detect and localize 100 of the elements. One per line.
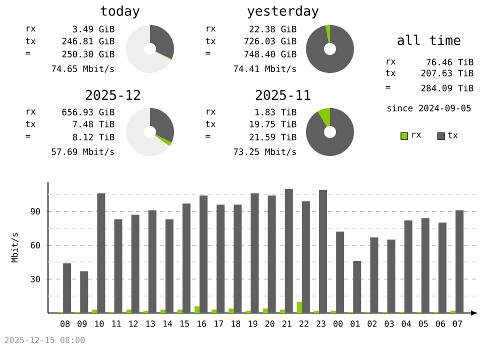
text: 284.09 TiB [421,84,474,92]
text: 76.46 TiB [426,58,474,66]
x-tick-label: 06 [436,320,445,327]
x-tick-label: 07 [453,320,462,327]
x-tick-label: 01 [350,320,360,327]
x-tick-label: 18 [232,320,240,327]
text: tx [386,70,396,76]
chart-title: 2025-11 [256,90,310,100]
y-tick-label: 60 [30,242,40,248]
bar [160,310,166,313]
bar [63,263,72,313]
x-tick-label: 14 [163,320,172,327]
bar [97,193,106,313]
x-tick-label: 20 [265,320,274,327]
bar [456,210,464,313]
bar [148,210,156,313]
bar [178,310,183,313]
text: 250.30 GiB [62,50,114,58]
text: 3.49 GiB [72,26,114,32]
y-tick-label: 30 [30,276,40,282]
y-tick-label: 90 [30,208,40,215]
bar [302,201,310,313]
x-tick-label: 23 [316,320,326,327]
legend-label: rx [412,132,422,138]
bar [126,310,132,313]
text: = [386,86,390,88]
x-tick-label: 05 [418,320,428,327]
bar [336,232,344,313]
x-tick-label: 21 [282,320,292,327]
bar [165,219,174,313]
text: 73.25 Mbit/s [234,148,296,156]
bar [182,203,191,313]
bar [353,261,362,313]
text: = [26,134,30,138]
x-tick-label: 11 [112,320,121,327]
text: 246.81 GiB [62,38,114,44]
bar [80,271,88,313]
x-tick-label: 02 [368,320,377,327]
bar [228,308,234,313]
bar [250,193,259,313]
x-tick-label: 03 [384,320,394,327]
text: 8.12 TiB [72,134,114,140]
x-tick-label: 13 [146,320,155,327]
bar [234,204,242,313]
text: 19.75 TiB [250,120,296,128]
legend-label: tx [448,132,458,138]
text: 2025-12-15 08:00 [4,336,85,344]
bar [114,219,122,313]
x-tick-label: 10 [95,320,104,327]
x-tick-label: 04 [402,320,411,327]
text: 22.38 GiB [250,26,296,32]
bar [280,310,285,313]
y-axis-title: Mbit/s [11,233,18,262]
bar [212,310,217,313]
bar [268,196,276,313]
bar [319,190,328,313]
x-tick-label: 08 [60,320,70,327]
bar [296,302,302,313]
text: rx [26,26,36,32]
text: tx [206,120,216,128]
text: = [26,52,30,54]
text: rx [206,26,216,32]
text: 1.83 TiB [255,108,296,116]
text: 74.41 Mbit/s [234,65,296,73]
text: 207.63 TiB [421,70,474,76]
bar [404,220,412,313]
bar [194,306,200,313]
bar [370,237,378,313]
text: tx [26,120,36,128]
x-tick-label: 19 [248,320,258,327]
bar [421,218,430,313]
text: rx [26,110,36,114]
x-tick-label: 15 [180,320,189,327]
text: = [206,52,210,54]
text: since 2024-09-05 [388,104,471,112]
text: tx [26,38,36,44]
chart-title: today [100,6,140,18]
text: 21.59 TiB [250,134,296,140]
bar [387,240,396,313]
bar [262,308,268,313]
x-tick-label: 09 [78,320,87,327]
text: all time [398,34,460,46]
x-tick-label: 17 [214,320,224,327]
text: 656.93 GiB [62,108,114,116]
x-tick-label: 22 [300,320,308,327]
bar [131,214,140,313]
chart-title: 2025-12 [86,90,140,100]
text: 74.65 Mbit/s [52,65,114,73]
text: 726.03 GiB [244,38,296,44]
text: 57.69 Mbit/s [52,148,114,156]
bar [216,204,225,313]
chart-title: yesterday [248,6,319,18]
text: = [206,134,210,138]
bar [200,196,208,313]
text: rx [386,60,396,64]
bar [284,188,293,313]
text: rx [206,110,216,114]
x-tick-label: 16 [198,320,206,327]
bar [92,310,98,313]
text: tx [206,38,216,44]
